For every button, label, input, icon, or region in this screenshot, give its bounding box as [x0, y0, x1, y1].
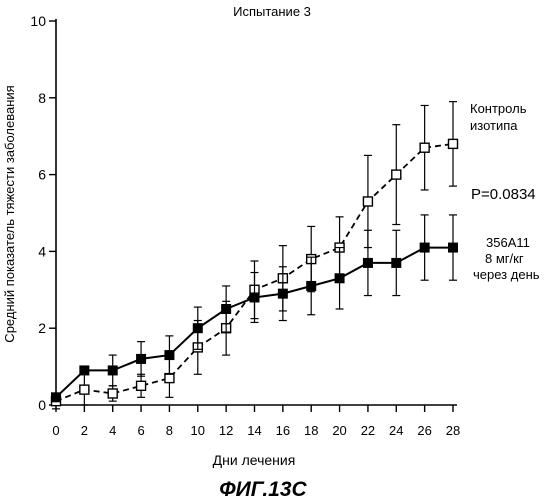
data-point [449, 139, 458, 148]
y-tick-label: 2 [38, 320, 46, 336]
x-tick-label: 4 [109, 423, 116, 438]
x-tick-label: 24 [389, 423, 403, 438]
series-label-356a11: 8 мг/кг [485, 251, 524, 266]
y-tick-label: 0 [38, 397, 46, 413]
data-point [193, 324, 202, 333]
y-tick-label: 10 [30, 13, 46, 29]
x-tick-label: 16 [276, 423, 290, 438]
series-label-356a11: 356A11 [486, 235, 530, 250]
axes: 02468101214161820222426280246810 [30, 13, 460, 438]
data-point [363, 197, 372, 206]
series-label-isotype-control: изотипа [470, 118, 518, 133]
chart-title: Испытание 3 [233, 4, 311, 19]
data-point [363, 258, 372, 267]
x-tick-label: 10 [191, 423, 205, 438]
figure-label: ФИГ.13С [219, 478, 307, 500]
x-tick-label: 12 [219, 423, 233, 438]
p-value-annotation: P=0.0834 [471, 186, 536, 203]
data-point [392, 258, 401, 267]
data-point [335, 274, 344, 283]
data-point [420, 143, 429, 152]
x-tick-label: 20 [332, 423, 346, 438]
data-point [250, 293, 259, 302]
x-tick-label: 6 [137, 423, 144, 438]
data-point [420, 243, 429, 252]
x-tick-label: 26 [417, 423, 431, 438]
data-point [80, 385, 89, 394]
data-point [165, 374, 174, 383]
data-point [80, 366, 89, 375]
y-tick-label: 8 [38, 90, 46, 106]
data-point [307, 281, 316, 290]
x-tick-label: 2 [81, 423, 88, 438]
data-point [137, 354, 146, 363]
data-point [108, 366, 117, 375]
series-label-356a11: через день [473, 267, 540, 282]
data-point [392, 170, 401, 179]
y-axis-label: Средний показатель тяжести заболевания [2, 85, 17, 342]
data-point [449, 243, 458, 252]
y-tick-label: 6 [38, 167, 46, 183]
x-tick-label: 0 [52, 423, 59, 438]
x-tick-label: 14 [247, 423, 261, 438]
data-point [165, 351, 174, 360]
data-point [222, 305, 231, 314]
y-tick-label: 4 [38, 243, 46, 259]
series-356a11 [52, 215, 458, 402]
x-tick-label: 8 [166, 423, 173, 438]
x-axis-label: Дни лечения [213, 452, 296, 468]
data-point [108, 389, 117, 398]
data-point [278, 289, 287, 298]
data-point [137, 381, 146, 390]
data-point [52, 393, 61, 402]
x-tick-label: 18 [304, 423, 318, 438]
x-tick-label: 22 [361, 423, 375, 438]
series-label-isotype-control: Контроль [470, 101, 527, 116]
data-series [52, 102, 458, 409]
x-tick-label: 28 [446, 423, 460, 438]
